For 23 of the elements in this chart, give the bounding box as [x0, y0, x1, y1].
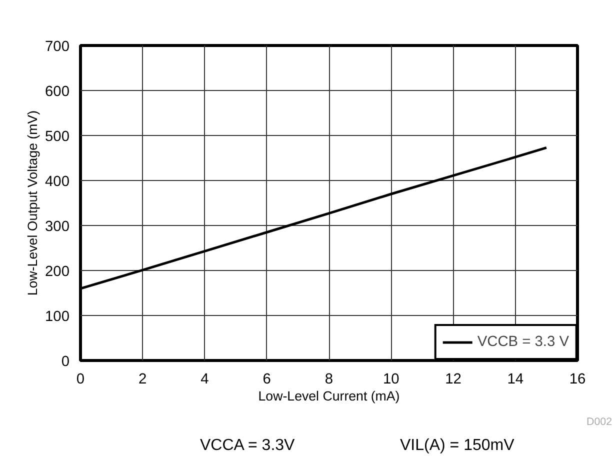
x-tick-label: 14	[507, 372, 524, 388]
y-axis-title: Low-Level Output Voltage (mV)	[25, 110, 40, 296]
x-tick-label: 8	[324, 372, 334, 388]
y-tick-label: 600	[45, 84, 70, 100]
y-tick-label: 500	[45, 129, 70, 145]
y-tick-label: 0	[61, 354, 70, 370]
y-tick-label: 100	[45, 309, 70, 325]
x-axis-title: Low-Level Current (mA)	[258, 388, 400, 404]
legend-label: VCCB = 3.3 V	[477, 334, 569, 350]
y-tick-label: 700	[45, 39, 70, 55]
y-tick-label: 300	[45, 219, 70, 235]
x-tick-label: 12	[445, 372, 462, 388]
x-tick-label: 6	[262, 372, 271, 388]
x-tick-label: 2	[138, 372, 147, 388]
x-tick-label: 0	[76, 372, 85, 388]
text: D002	[586, 415, 612, 430]
x-tick-label: 10	[382, 372, 400, 388]
x-tick-label: 16	[569, 372, 586, 388]
x-tick-label: 4	[200, 372, 209, 388]
text: VCCA = 3.3V	[200, 436, 295, 456]
y-tick-label: 400	[45, 174, 70, 190]
y-tick-label: 200	[45, 264, 70, 280]
text: VIL(A) = 150mV	[400, 436, 514, 456]
